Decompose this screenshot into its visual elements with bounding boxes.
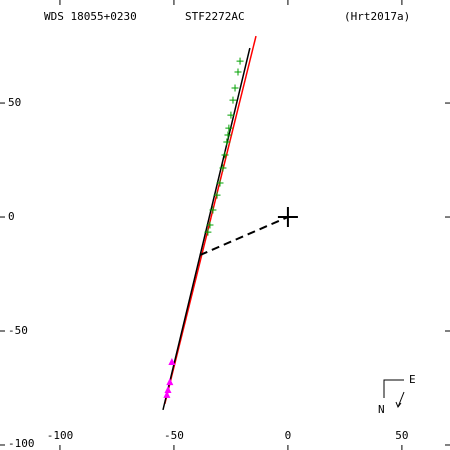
plus-marker	[229, 96, 237, 104]
primary-cross	[277, 207, 298, 228]
reference: (Hrt2017a)	[344, 10, 410, 23]
plus-marker	[225, 124, 233, 132]
orbit-line	[162, 47, 251, 411]
wds-id: WDS 18055+0230	[44, 10, 137, 23]
orbit-line	[164, 35, 257, 405]
chart-title: STF2272AC	[185, 10, 245, 23]
dashed-line	[199, 216, 289, 257]
plus-marker	[236, 57, 244, 65]
x-tick-label: 0	[285, 429, 292, 442]
y-tick-label: -50	[8, 324, 28, 337]
plus-marker	[224, 131, 232, 139]
plus-marker	[234, 68, 242, 76]
triangle-marker	[166, 378, 174, 386]
compass-frame	[383, 379, 404, 398]
plus-marker	[213, 191, 221, 199]
plus-marker	[231, 84, 239, 92]
y-tick-label: 50	[8, 96, 21, 109]
plus-marker	[219, 164, 227, 172]
plus-marker	[223, 138, 231, 146]
triangle-marker	[164, 386, 172, 394]
plus-marker	[206, 221, 214, 229]
x-tick-label: 50	[395, 429, 408, 442]
plus-marker	[209, 206, 217, 214]
triangle-marker	[163, 390, 171, 398]
plus-marker	[221, 151, 229, 159]
plus-marker	[204, 228, 212, 236]
y-tick-label: 0	[8, 210, 15, 223]
compass-east: E	[409, 373, 416, 386]
triangle-marker	[168, 358, 176, 366]
x-tick-label: -100	[47, 429, 74, 442]
compass-north: N	[378, 403, 385, 416]
y-tick-label: -100	[8, 437, 35, 450]
plus-marker	[227, 111, 235, 119]
x-tick-label: -50	[164, 429, 184, 442]
compass-arrowhead	[395, 401, 402, 409]
compass	[383, 379, 405, 409]
compass-arrow	[397, 391, 405, 408]
plus-marker	[216, 179, 224, 187]
